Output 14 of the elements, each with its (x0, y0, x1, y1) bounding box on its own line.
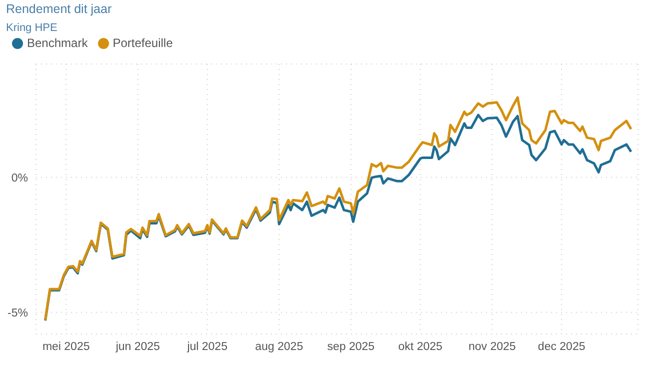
legend-label: Portefeuille (112, 36, 173, 50)
x-tick-label: jun 2025 (114, 341, 160, 354)
x-tick-label: sep 2025 (327, 341, 375, 354)
x-tick-label: okt 2025 (398, 341, 442, 354)
chart-subtitle: Kring HPE (6, 22, 58, 34)
y-tick-label: -5% (8, 307, 28, 320)
x-tick-label: mei 2025 (42, 341, 90, 354)
x-tick-label: nov 2025 (468, 341, 516, 354)
x-tick-label: jul 2025 (186, 341, 228, 354)
y-tick-label: 0% (11, 172, 28, 184)
x-tick-label: aug 2025 (255, 341, 304, 354)
chart-title: Rendement dit jaar (6, 2, 113, 16)
legend-label: Benchmark (27, 36, 88, 50)
x-tick-label: dec 2025 (538, 341, 586, 354)
